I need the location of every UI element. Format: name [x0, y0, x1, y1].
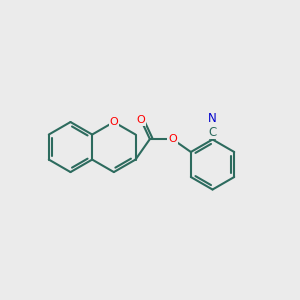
Text: O: O [136, 115, 145, 125]
Text: O: O [110, 117, 118, 127]
Text: N: N [208, 112, 217, 125]
Text: O: O [168, 134, 177, 144]
Text: C: C [208, 125, 217, 139]
